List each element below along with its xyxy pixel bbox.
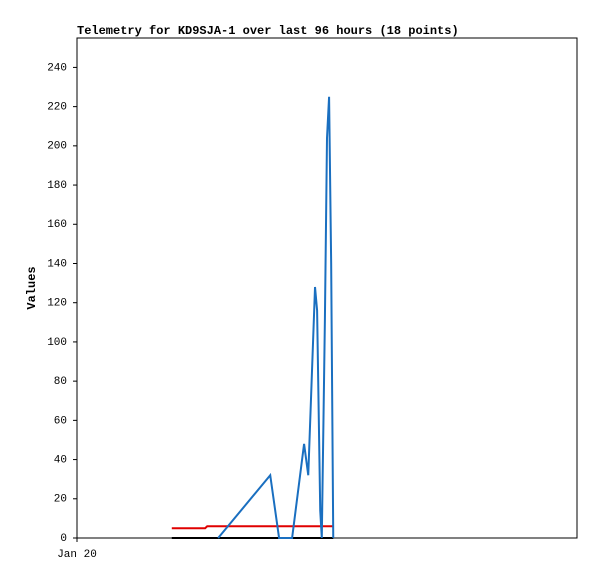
series-line — [171, 525, 334, 530]
chart-title: Telemetry for KD9SJA-1 over last 96 hour… — [77, 24, 459, 38]
y-tick-label: 20 — [54, 494, 67, 506]
y-tick-label: 120 — [47, 298, 67, 310]
y-tick-label: 140 — [47, 258, 67, 270]
y-tick-label: 240 — [47, 62, 67, 74]
y-tick-label: 80 — [54, 376, 67, 388]
y-tick-label: 60 — [54, 415, 67, 427]
y-tick-label: 0 — [60, 533, 67, 545]
y-axis-label: Values — [25, 266, 39, 309]
y-tick-label: 200 — [47, 141, 67, 153]
plot-frame — [76, 37, 578, 539]
y-tick-label: 180 — [47, 180, 67, 192]
x-tick-label: Jan 20 — [57, 549, 97, 561]
series-line — [217, 96, 335, 539]
y-tick-label: 40 — [54, 454, 67, 466]
y-tick-label: 220 — [47, 102, 67, 114]
y-tick-label: 100 — [47, 337, 67, 349]
y-tick-label: 160 — [47, 219, 67, 231]
